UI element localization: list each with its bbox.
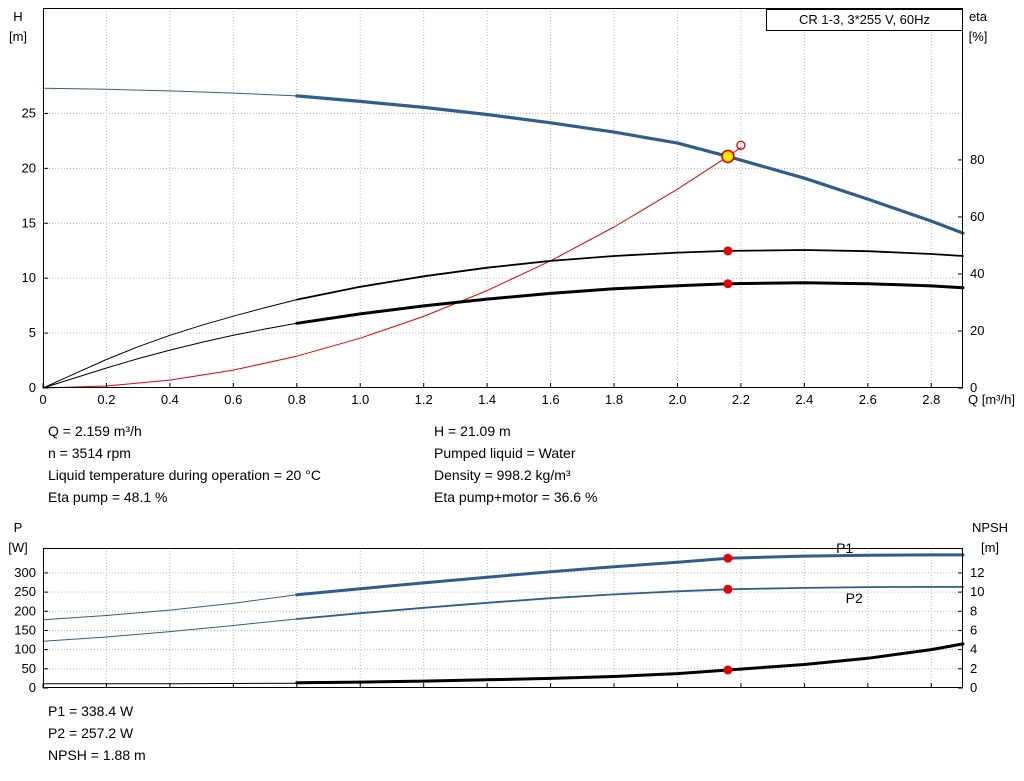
duty-info-left: Q = 2.159 m³/h n = 3514 rpm Liquid tempe… [48, 420, 321, 508]
eta-pump-motor-value: Eta pump+motor = 36.6 % [434, 489, 598, 505]
y-tick-label-right: 2 [970, 661, 977, 676]
y-tick-label-right: 60 [970, 209, 984, 224]
duty-point-marker[interactable] [721, 149, 735, 164]
eta-pump-curve [295, 249, 964, 301]
p2-curve [295, 586, 964, 620]
y-axis-unit-right: [m] [981, 540, 999, 555]
npsh-curve [295, 642, 965, 685]
y-tick-label-right: 4 [970, 642, 977, 657]
x-tick-label: 0 [39, 392, 46, 407]
p1-curve [295, 553, 965, 597]
x-tick-label: 1.0 [351, 392, 369, 407]
p1-point-marker [723, 553, 733, 563]
y-tick-label-right: 0 [970, 380, 977, 395]
p2-curve-low [42, 618, 298, 642]
x-axis-label: Q [m³/h] [968, 392, 1015, 407]
head-curve-low [42, 87, 298, 97]
y-tick-label-left: 250 [14, 584, 36, 599]
y-tick-label-right: 12 [970, 565, 984, 580]
p2-point-marker [723, 584, 733, 594]
eta-pump-motor-curve-low [42, 322, 298, 389]
x-tick-label: 0.8 [288, 392, 306, 407]
y-axis-label-left: P [14, 520, 23, 535]
y-tick-label-left: 25 [22, 105, 36, 120]
p2-value: P2 = 257.2 W [48, 725, 134, 741]
system-curve [42, 147, 742, 389]
x-tick-label: 2.2 [732, 392, 750, 407]
x-tick-label: 2.4 [795, 392, 813, 407]
y-tick-label-right: 0 [970, 680, 977, 695]
y-tick-label-left: 200 [14, 603, 36, 618]
y-axis-label-right: eta [969, 9, 988, 24]
eta-pump-motor-curve [295, 281, 965, 325]
pump-model-label: CR 1-3, 3*255 V, 60Hz [798, 12, 931, 27]
x-tick-label: 1.2 [415, 392, 433, 407]
curve-label-p1: P1 [836, 540, 853, 556]
x-tick-label: 2.0 [668, 392, 686, 407]
y-axis-label-left: H [13, 9, 22, 24]
plot-frame [43, 548, 963, 688]
liquid-temp-value: Liquid temperature during operation = 20… [48, 467, 321, 483]
p1-value: P1 = 338.4 W [48, 703, 134, 719]
y-tick-label-left: 15 [22, 215, 36, 230]
y-tick-label-right: 80 [970, 152, 984, 167]
speed-value: n = 3514 rpm [48, 445, 131, 461]
y-tick-label-right: 8 [970, 603, 977, 618]
y-tick-label-left: 20 [22, 160, 36, 175]
y-axis-unit-left: [m] [9, 29, 27, 44]
y-tick-label-left: 10 [22, 270, 36, 285]
y-tick-label-left: 150 [14, 622, 36, 637]
x-tick-label: 2.8 [922, 392, 940, 407]
eta-pump-curve-low [42, 299, 298, 389]
y-tick-label-left: 0 [29, 380, 36, 395]
x-tick-label: 2.6 [859, 392, 877, 407]
y-tick-label-left: 5 [29, 325, 36, 340]
npsh-point-marker [723, 665, 733, 675]
power-info: P1 = 338.4 W P2 = 257.2 W NPSH = 1.88 m [48, 700, 146, 766]
rated-point-marker [736, 140, 746, 150]
y-axis-label-right: NPSH [972, 520, 1008, 535]
head-value: H = 21.09 m [434, 423, 511, 439]
x-tick-label: 0.2 [97, 392, 115, 407]
x-tick-label: 0.6 [224, 392, 242, 407]
y-tick-label-left: 300 [14, 565, 36, 580]
y-tick-label-left: 50 [22, 661, 36, 676]
y-tick-label-right: 20 [970, 323, 984, 338]
y-tick-label-left: 0 [29, 680, 36, 695]
npsh-value: NPSH = 1.88 m [48, 747, 146, 763]
y-tick-label-right: 10 [970, 584, 984, 599]
p1-curve-low [42, 594, 298, 621]
y-tick-label-left: 100 [14, 642, 36, 657]
y-axis-unit-right: [%] [969, 29, 988, 44]
x-tick-label: 1.8 [605, 392, 623, 407]
curve-label-p2: P2 [846, 590, 863, 606]
density-value: Density = 998.2 kg/m³ [434, 467, 571, 483]
x-tick-label: 1.6 [542, 392, 560, 407]
pumped-liquid-value: Pumped liquid = Water [434, 445, 576, 461]
duty-info-right: H = 21.09 m Pumped liquid = Water Densit… [434, 420, 597, 508]
plot-frame [43, 8, 963, 388]
y-tick-label-right: 40 [970, 266, 984, 281]
flow-value: Q = 2.159 m³/h [48, 423, 142, 439]
x-tick-label: 0.4 [161, 392, 179, 407]
eta-pump-point-marker [723, 246, 733, 256]
y-tick-label-right: 6 [970, 622, 977, 637]
pump-model-box: CR 1-3, 3*255 V, 60Hz [766, 9, 963, 31]
eta-pump-value: Eta pump = 48.1 % [48, 489, 168, 505]
x-tick-label: 1.4 [478, 392, 496, 407]
head-curve [295, 94, 965, 235]
eta-pump-motor-point-marker [723, 279, 733, 289]
y-axis-unit-left: [W] [8, 540, 28, 555]
